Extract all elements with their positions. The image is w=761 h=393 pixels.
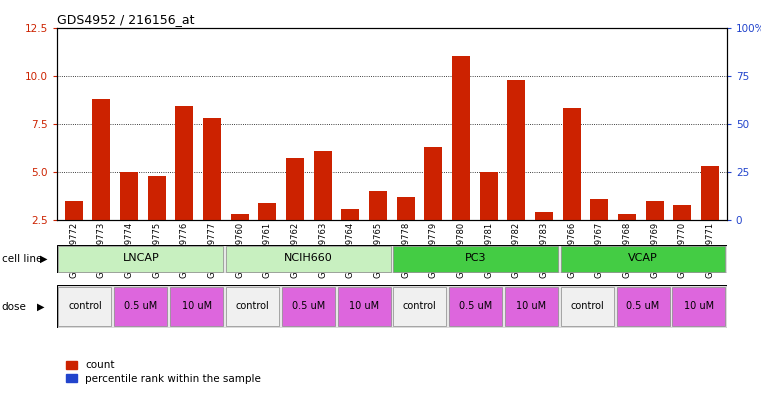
Bar [591, 264, 609, 268]
Bar [259, 265, 276, 268]
Bar [282, 287, 335, 326]
Bar [120, 265, 138, 268]
Bar [92, 264, 110, 268]
Bar [65, 263, 83, 268]
Bar [561, 246, 725, 272]
Bar [231, 214, 249, 268]
Text: NCIH660: NCIH660 [284, 253, 333, 263]
Text: 0.5 uM: 0.5 uM [291, 301, 325, 311]
Bar [591, 199, 609, 268]
Text: control: control [403, 301, 437, 311]
Bar [393, 287, 446, 326]
Bar [396, 197, 415, 268]
Bar [701, 166, 719, 268]
Bar [342, 265, 359, 268]
Bar [337, 287, 390, 326]
Bar [508, 264, 525, 268]
Text: 0.5 uM: 0.5 uM [459, 301, 492, 311]
Bar [563, 264, 581, 268]
Bar [170, 287, 223, 326]
Bar [120, 172, 138, 268]
Text: VCAP: VCAP [628, 253, 658, 263]
Bar [561, 287, 613, 326]
Bar [92, 99, 110, 268]
Bar [646, 265, 664, 268]
Bar [369, 265, 387, 268]
Text: control: control [68, 301, 102, 311]
Bar [452, 264, 470, 268]
Bar [203, 118, 221, 268]
Bar [452, 56, 470, 268]
Bar [203, 264, 221, 268]
Bar [618, 265, 636, 268]
Bar [369, 191, 387, 268]
Text: cell line: cell line [2, 254, 42, 264]
Bar [226, 246, 390, 272]
Text: 10 uM: 10 uM [684, 301, 714, 311]
Bar [59, 246, 223, 272]
Bar [616, 287, 670, 326]
Text: control: control [235, 301, 269, 311]
Bar [286, 158, 304, 268]
Bar [701, 264, 719, 268]
Bar [286, 264, 304, 268]
Bar [59, 287, 111, 326]
Bar [563, 108, 581, 268]
Text: LNCAP: LNCAP [123, 253, 159, 263]
Bar [226, 287, 279, 326]
Bar [449, 287, 502, 326]
Bar [618, 214, 636, 268]
Bar [65, 201, 83, 268]
Text: 10 uM: 10 uM [349, 301, 379, 311]
Bar [673, 205, 692, 268]
Bar [175, 107, 193, 268]
Bar [505, 287, 558, 326]
Bar [479, 172, 498, 268]
Bar [508, 79, 525, 268]
Bar [114, 287, 167, 326]
Bar [479, 264, 498, 268]
Text: 10 uM: 10 uM [517, 301, 546, 311]
Text: 10 uM: 10 uM [182, 301, 212, 311]
Text: PC3: PC3 [465, 253, 486, 263]
Text: GDS4952 / 216156_at: GDS4952 / 216156_at [57, 13, 195, 26]
Bar [646, 201, 664, 268]
Bar [673, 287, 725, 326]
Bar [425, 147, 442, 268]
Text: 0.5 uM: 0.5 uM [626, 301, 660, 311]
Bar [535, 212, 553, 268]
Bar [231, 265, 249, 268]
Bar [175, 264, 193, 268]
Text: dose: dose [2, 301, 27, 312]
Legend: count, percentile rank within the sample: count, percentile rank within the sample [62, 356, 266, 388]
Text: ▶: ▶ [37, 301, 44, 312]
Bar [673, 265, 692, 268]
Bar [148, 176, 166, 268]
Bar [259, 203, 276, 268]
Bar [342, 209, 359, 268]
Bar [425, 264, 442, 268]
Bar [314, 151, 332, 268]
Text: control: control [570, 301, 604, 311]
Bar [393, 246, 558, 272]
Bar [396, 264, 415, 268]
Bar [535, 265, 553, 268]
Text: 0.5 uM: 0.5 uM [124, 301, 158, 311]
Bar [314, 264, 332, 268]
Text: ▶: ▶ [40, 254, 48, 264]
Bar [148, 264, 166, 268]
